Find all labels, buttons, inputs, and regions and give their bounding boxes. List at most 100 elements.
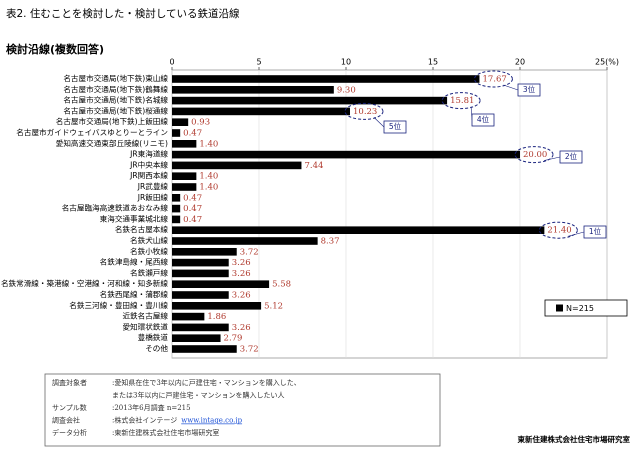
value-label: 3.26 bbox=[232, 323, 251, 333]
bar bbox=[172, 258, 229, 267]
x-tick-label: 20 bbox=[515, 58, 525, 67]
bar bbox=[172, 291, 229, 299]
callout-line bbox=[503, 84, 519, 91]
value-label: 0.47 bbox=[183, 129, 202, 139]
footer-text: :東新住建株式会社住宅市場研究室 bbox=[112, 428, 219, 437]
value-label: 3.26 bbox=[232, 258, 251, 268]
category-label: 名鉄小牧線 bbox=[130, 246, 168, 256]
x-tick-label: 15 bbox=[428, 58, 438, 67]
bar bbox=[172, 194, 181, 202]
category-label: 東海交通事業城北線 bbox=[100, 213, 169, 223]
value-label: 5.58 bbox=[272, 280, 291, 290]
footer-label: データ分析 bbox=[52, 428, 87, 437]
x-tick-label: 0 bbox=[169, 58, 174, 67]
value-label: 1.40 bbox=[199, 139, 218, 149]
category-label: JR東海道線 bbox=[129, 149, 168, 159]
callout-box bbox=[517, 83, 541, 97]
category-label: 名鉄三河線・豊田線・豊川線 bbox=[69, 300, 168, 310]
category-label: 名古屋臨海高速鉄道あおなみ線 bbox=[62, 203, 169, 213]
legend-swatch bbox=[556, 304, 563, 312]
value-label: 1.86 bbox=[207, 312, 226, 322]
category-label: 名鉄瀬戸線 bbox=[130, 267, 168, 277]
bar bbox=[172, 150, 520, 159]
page-title: 表2. 住むことを検討した・検討している鉄道沿線 bbox=[6, 7, 240, 20]
category-label: 名古屋市交通局(地下鉄)桜通線 bbox=[63, 105, 168, 115]
bar bbox=[172, 75, 480, 83]
value-label: 2.79 bbox=[224, 334, 243, 344]
category-label: 名鉄西尾線・蒲郡線 bbox=[100, 289, 169, 299]
bar bbox=[172, 86, 334, 94]
value-label: 1.40 bbox=[199, 172, 218, 182]
category-label: 名鉄犬山線 bbox=[130, 235, 168, 245]
value-label: 17.67 bbox=[482, 75, 506, 85]
category-label: 愛知高速交通東部丘陵線(リニモ) bbox=[56, 138, 168, 148]
footer-text: :愛知県在住で3年以内に戸建住宅・マンションを購入した、 bbox=[112, 378, 301, 387]
bar bbox=[172, 129, 181, 137]
callout-box bbox=[383, 120, 407, 134]
bar bbox=[172, 118, 189, 126]
callout-ellipse bbox=[473, 70, 513, 88]
credit: 東新住建株式会社住宅市場研究室 bbox=[518, 434, 631, 444]
category-label: 名古屋市交通局(地下鉄)鶴舞線 bbox=[63, 84, 168, 94]
bar bbox=[172, 312, 205, 321]
category-label: JR武豊線 bbox=[137, 181, 169, 191]
category-label: 名古屋市交通局(地下鉄)名城線 bbox=[63, 95, 168, 105]
value-label: 3.72 bbox=[240, 345, 259, 355]
bar bbox=[172, 226, 545, 234]
x-tick-label: 25(%) bbox=[595, 58, 619, 67]
callout-line bbox=[543, 156, 561, 161]
bar bbox=[172, 334, 221, 342]
callout-label: 4位 bbox=[477, 114, 490, 124]
x-tick-label: 10 bbox=[341, 58, 351, 67]
footer-label: 調査会社 bbox=[52, 416, 80, 425]
callout-box bbox=[583, 225, 607, 239]
callout-line bbox=[373, 117, 385, 128]
bar bbox=[172, 215, 181, 224]
callout-label: 1位 bbox=[589, 226, 602, 236]
callout-ellipse bbox=[538, 221, 578, 239]
category-label: その他 bbox=[145, 343, 168, 353]
bar bbox=[172, 345, 237, 353]
callout-label: 2位 bbox=[565, 151, 578, 161]
callout-label: 3位 bbox=[523, 84, 536, 94]
bar bbox=[172, 204, 181, 213]
x-tick-label: 5 bbox=[256, 58, 261, 67]
value-label: 7.44 bbox=[304, 161, 323, 171]
bar bbox=[172, 302, 262, 310]
bar bbox=[172, 96, 448, 105]
category-label: 愛知環状鉄道 bbox=[122, 321, 168, 331]
category-label: JR関西本線 bbox=[129, 170, 168, 180]
value-label: 1.40 bbox=[199, 183, 218, 193]
legend-label: N=215 bbox=[566, 304, 594, 313]
value-label: 20.00 bbox=[523, 150, 547, 160]
callout-line bbox=[568, 231, 585, 237]
bar bbox=[172, 183, 197, 191]
footer-text: :2013年6月調査 n=215 bbox=[112, 403, 191, 412]
callout-ellipse bbox=[344, 102, 384, 120]
value-label: 3.26 bbox=[232, 269, 251, 279]
footer-link: www.intage.co.jp bbox=[181, 417, 242, 425]
footer-label: 調査対象者 bbox=[52, 378, 87, 387]
bar bbox=[172, 172, 197, 180]
value-label: 10.23 bbox=[353, 107, 377, 117]
category-label: 名鉄津島線・尾西線 bbox=[100, 257, 169, 267]
bar bbox=[172, 280, 270, 288]
category-label: 名鉄名古屋本線 bbox=[115, 224, 169, 234]
bar bbox=[172, 161, 302, 170]
footer-label: サンプル数 bbox=[52, 403, 87, 412]
value-label: 0.47 bbox=[183, 204, 202, 214]
footer-text: :株式会社インテージ bbox=[112, 416, 177, 425]
value-label: 8.37 bbox=[321, 237, 340, 247]
category-label: 名古屋市交通局(地下鉄)上飯田線 bbox=[56, 116, 169, 126]
footer-box bbox=[44, 373, 441, 447]
callout-ellipse bbox=[441, 92, 481, 110]
callout-box bbox=[559, 150, 583, 164]
value-label: 0.93 bbox=[191, 118, 210, 128]
bar bbox=[172, 269, 229, 278]
category-label: 名古屋市交通局(地下鉄)東山線 bbox=[63, 73, 168, 83]
value-label: 21.40 bbox=[547, 226, 571, 236]
value-label: 5.12 bbox=[264, 301, 283, 311]
footer-text: または3年以内に戸建住宅・マンションを購入したい人 bbox=[112, 391, 284, 400]
bar bbox=[172, 140, 197, 148]
